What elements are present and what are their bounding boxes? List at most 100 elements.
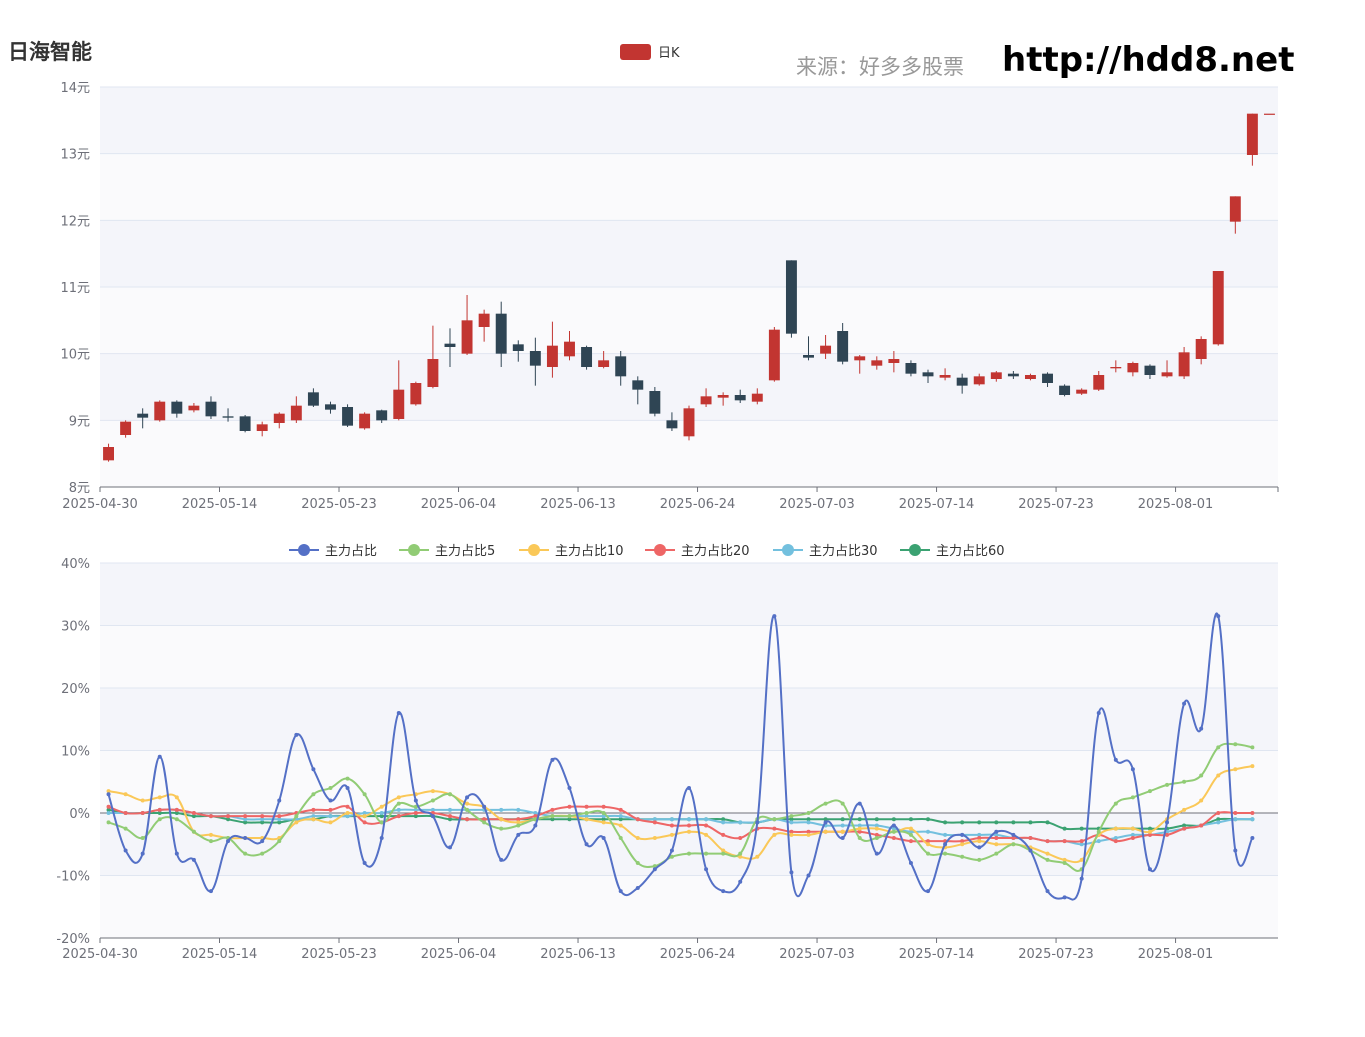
series-point [601,820,606,825]
y-tick-label: -10% [56,870,90,885]
series-point [857,836,862,840]
series-point [926,851,931,856]
series-point [857,829,862,834]
series-point [840,817,845,822]
series-point [755,854,760,859]
candle-body [888,359,900,363]
series-point [891,829,896,834]
series-point [1062,857,1067,862]
series-point [1079,839,1084,844]
series-point [669,854,674,859]
series-point [174,807,179,812]
candle-body [546,345,558,367]
series-point [960,839,965,844]
candle-body [649,391,661,414]
series-point [1182,826,1187,831]
legend-marker-dot [408,544,420,556]
series-point [738,820,743,825]
y-tick-label: 8元 [69,481,90,496]
series-point [413,814,418,819]
series-point [908,826,913,831]
x-tick-label: 2025-06-13 [540,947,616,962]
x-tick-label: 2025-07-03 [779,497,855,512]
series-point [652,867,657,872]
series-point [1130,795,1135,800]
series-point [516,832,521,837]
series-point [208,839,213,844]
candle-body [1042,373,1053,383]
series-point [1113,836,1118,840]
series-point [1147,829,1152,834]
x-tick-label: 2025-04-30 [62,497,138,512]
series-point [1165,782,1170,787]
series-point [550,814,555,819]
series-point [857,823,862,828]
series-point [413,807,418,812]
series-point [106,811,111,815]
site-url: http://hdd8.net [1002,40,1295,80]
series-point [994,832,999,837]
series-point [482,804,487,809]
y-tick-label: 10元 [60,348,90,363]
series-point [874,817,879,822]
series-point [1011,832,1016,837]
series-point [1096,829,1101,834]
candle-body [307,392,319,406]
series-point [857,817,862,822]
series-point [738,879,743,884]
series-point [447,792,452,797]
series-point [260,817,265,822]
series-point [669,848,674,853]
series-point [977,857,982,862]
series-point [926,842,931,847]
series-point [157,795,162,800]
series-point [1062,861,1067,865]
series-point [977,832,982,837]
series-point [1045,839,1050,844]
grid-band [100,87,1278,154]
series-point [243,817,248,822]
series-point [840,823,845,828]
series-point [123,826,128,831]
series-point [1062,839,1067,844]
candle-body [1161,372,1173,377]
candle-body [922,372,934,377]
series-point [908,861,913,865]
candle-body [495,313,507,354]
series-point [465,795,470,800]
candle-body [666,420,678,429]
series-point [1182,779,1187,784]
series-point [140,798,145,803]
series-point [345,776,350,781]
x-tick-label: 2025-07-14 [899,497,975,512]
x-tick-label: 2025-05-14 [182,497,258,512]
candle-body [939,375,951,378]
series-point [652,817,657,822]
x-tick-label: 2025-06-04 [421,497,497,512]
grid-band [100,625,1278,688]
series-point [1079,876,1084,881]
series-point [823,817,828,822]
series-point [1182,823,1187,828]
series-point [926,829,931,834]
series-point [430,798,435,803]
series-point [926,889,931,894]
series-point [396,795,401,800]
series-point [567,786,572,790]
series-point [447,814,452,819]
series-point [1216,614,1221,619]
series-point [396,807,401,812]
series-point [891,823,896,828]
x-tick-label: 2025-06-24 [660,947,736,962]
series-point [396,711,401,715]
series-point [1216,811,1221,815]
series-point [908,832,913,837]
series-point [277,814,282,819]
series-point [430,789,435,794]
y-tick-label: 30% [61,620,90,635]
candle-body [205,401,217,417]
series-point [1199,798,1204,803]
series-point [1250,811,1255,815]
series-point [226,814,231,819]
